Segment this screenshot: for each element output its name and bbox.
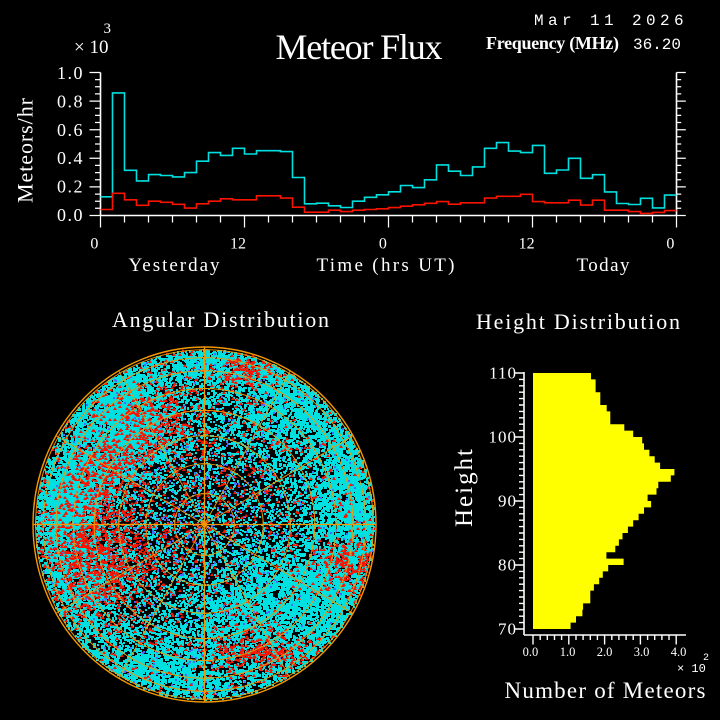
svg-text:70: 70 bbox=[498, 620, 517, 639]
svg-text:4.0: 4.0 bbox=[671, 645, 687, 659]
svg-text:0: 0 bbox=[90, 236, 98, 253]
svg-text:0: 0 bbox=[379, 236, 387, 253]
svg-text:12: 12 bbox=[230, 236, 246, 253]
svg-text:Yesterday: Yesterday bbox=[129, 255, 221, 276]
svg-text:2: 2 bbox=[703, 653, 709, 664]
svg-text:Frequency (MHz): Frequency (MHz) bbox=[486, 33, 619, 54]
svg-text:3: 3 bbox=[104, 21, 112, 37]
svg-text:0.8: 0.8 bbox=[57, 91, 84, 111]
svg-text:80: 80 bbox=[498, 556, 517, 575]
svg-text:0.4: 0.4 bbox=[57, 148, 84, 168]
svg-text:0.0: 0.0 bbox=[57, 205, 84, 225]
svg-text:12: 12 bbox=[519, 236, 535, 253]
svg-text:0.6: 0.6 bbox=[57, 120, 84, 140]
svg-text:0.0: 0.0 bbox=[523, 645, 539, 659]
svg-text:3.0: 3.0 bbox=[634, 645, 650, 659]
svg-text:90: 90 bbox=[498, 492, 517, 511]
svg-text:Meteor Flux: Meteor Flux bbox=[276, 27, 443, 67]
svg-text:Height: Height bbox=[451, 449, 478, 527]
svg-text:Meteors/hr: Meteors/hr bbox=[13, 97, 38, 203]
svg-text:1.0: 1.0 bbox=[560, 645, 576, 659]
svg-text:110: 110 bbox=[489, 364, 517, 383]
svg-text:0.2: 0.2 bbox=[57, 177, 84, 197]
svg-text:× 10: × 10 bbox=[74, 37, 108, 58]
svg-text:Time (hrs UT): Time (hrs UT) bbox=[317, 255, 455, 276]
svg-text:Mar 11 2026: Mar 11 2026 bbox=[534, 12, 688, 30]
svg-text:Angular Distribution: Angular Distribution bbox=[112, 307, 329, 332]
svg-text:0: 0 bbox=[666, 236, 674, 253]
svg-text:2.0: 2.0 bbox=[597, 645, 613, 659]
svg-text:Number of Meteors: Number of Meteors bbox=[505, 678, 706, 703]
svg-text:× 10: × 10 bbox=[677, 662, 706, 676]
svg-text:36.20: 36.20 bbox=[633, 36, 681, 54]
svg-text:100: 100 bbox=[489, 428, 518, 447]
svg-text:Today: Today bbox=[577, 255, 631, 276]
svg-text:1.0: 1.0 bbox=[57, 63, 84, 83]
